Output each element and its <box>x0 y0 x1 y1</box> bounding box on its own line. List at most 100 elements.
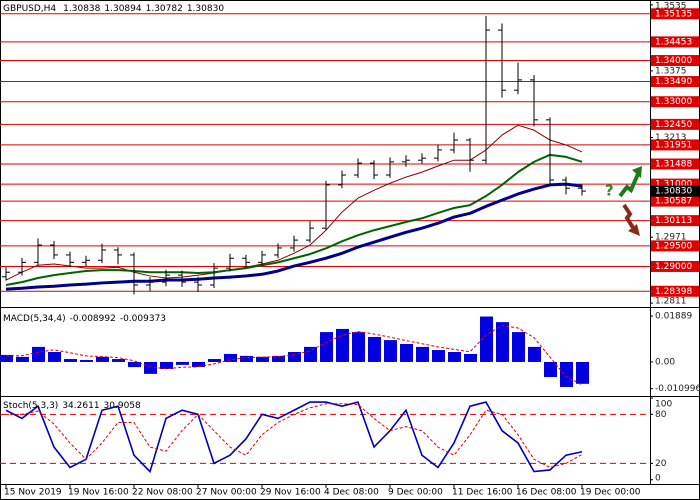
macd-bar <box>288 352 301 362</box>
x-tick-label: 27 Nov 00:00 <box>196 488 257 498</box>
macd-bar <box>464 353 477 362</box>
macd-bar <box>96 356 109 362</box>
chart-header: GBPUSD,H4 1.30838 1.30894 1.30782 1.30830 <box>3 4 224 14</box>
macd-bar <box>176 361 189 365</box>
macd-bar <box>320 332 333 362</box>
x-tick-label: 4 Dec 08:00 <box>324 488 379 498</box>
level-label: 1.29000 <box>655 262 692 272</box>
level-label-bg <box>651 55 699 67</box>
macd-bar <box>352 332 365 362</box>
level-label: 1.30113 <box>655 216 692 226</box>
macd-bar <box>144 361 157 374</box>
level-label-bg <box>651 76 699 88</box>
moving-average <box>5 182 583 291</box>
y-tick-label: 0.01889 <box>655 312 692 322</box>
moving-average <box>5 153 583 286</box>
level-label-bg <box>651 36 699 48</box>
macd-bar <box>192 361 205 368</box>
y-tick-label: 20 <box>655 459 667 469</box>
macd-bar <box>576 361 589 384</box>
level-label-bg <box>651 195 699 207</box>
macd-bar <box>480 316 493 362</box>
last-price-label: 1.30830 <box>655 187 692 197</box>
macd-bar <box>272 355 285 362</box>
macd-bar <box>304 346 317 362</box>
macd-bar <box>48 352 61 362</box>
macd-bar <box>0 354 13 362</box>
level-label-bg <box>651 158 699 170</box>
macd-bar <box>160 361 173 370</box>
macd-bar <box>544 361 557 378</box>
macd-bar <box>512 332 525 362</box>
indicator-name: Stoch(5,3,3) <box>3 401 58 411</box>
x-tick-label: 15 Nov 2019 <box>4 488 62 498</box>
macd-bar <box>432 350 445 362</box>
y-tick-label: 100 <box>655 400 672 410</box>
level-label: 1.30587 <box>655 197 692 207</box>
macd-bar <box>208 359 221 362</box>
level-label-bg <box>651 285 699 297</box>
level-label: 1.31000 <box>655 180 692 190</box>
level-label: 1.31951 <box>655 140 692 150</box>
y-tick-label: 0 <box>655 474 661 484</box>
macd-bar <box>80 360 93 362</box>
level-label: 1.31488 <box>655 159 692 169</box>
x-tick-label: 29 Nov 16:00 <box>260 488 321 498</box>
macd-bar <box>16 356 29 362</box>
signal-value: 30.9058 <box>104 401 141 411</box>
level-label: 1.34453 <box>655 37 692 47</box>
header-high: 1.30894 <box>104 4 141 14</box>
y-tick-label: 1.3535 <box>655 2 687 12</box>
x-tick-label: 19 Nov 16:00 <box>68 488 129 498</box>
x-tick-label: 22 Nov 08:00 <box>132 488 193 498</box>
macd-bar <box>560 361 573 387</box>
macd-bar <box>128 361 141 368</box>
level-label: 1.34000 <box>655 56 692 66</box>
y-tick-label: 1.3213 <box>655 133 687 143</box>
y-tick-label: 1.2811 <box>655 297 687 307</box>
last-price-bg <box>651 185 699 197</box>
level-label: 1.32450 <box>655 120 692 130</box>
macd-bar <box>400 343 413 362</box>
x-tick-label: 9 Dec 00:00 <box>388 488 443 498</box>
level-label-bg <box>651 178 699 190</box>
level-label: 1.33490 <box>655 77 692 87</box>
level-label: 1.35135 <box>655 9 692 19</box>
header-low: 1.30782 <box>146 4 183 14</box>
question-mark: ? <box>605 182 614 200</box>
arrow-up <box>618 173 640 198</box>
arrow-up-head <box>632 166 642 178</box>
stoch-line <box>5 401 583 474</box>
level-label-bg <box>651 215 699 227</box>
y-tick-label: 80 <box>655 410 667 420</box>
header-close: 1.30830 <box>187 4 224 14</box>
level-label-bg <box>651 118 699 130</box>
macd-bar <box>240 355 253 362</box>
macd-bar <box>112 359 125 362</box>
symbol: GBPUSD,H4 <box>3 4 56 14</box>
forecast-arrows: ? <box>605 166 642 236</box>
y-tick-label: 0.00 <box>655 357 675 367</box>
x-tick-label: 11 Dec 16:00 <box>452 488 513 498</box>
stoch-line <box>6 403 583 469</box>
macd-bar <box>384 340 397 362</box>
level-label-bg <box>651 240 699 252</box>
level-label-bg <box>651 139 699 151</box>
macd-bar <box>368 336 381 362</box>
header-open: 1.30838 <box>63 4 100 14</box>
signal-line <box>5 324 583 386</box>
macd-bar <box>448 352 461 362</box>
level-label: 1.33000 <box>655 97 692 107</box>
y-tick-label: -0.010996 <box>655 384 700 394</box>
main-value: 34.2611 <box>62 401 99 411</box>
x-tick-label: 16 Dec 08:00 <box>516 488 577 498</box>
arrow-down-head <box>628 224 640 236</box>
level-label-bg <box>651 8 699 20</box>
level-label: 1.29500 <box>655 241 692 251</box>
x-tick-label: 19 Dec 00:00 <box>580 488 641 498</box>
arrow-down <box>622 203 637 233</box>
y-tick-label: 1.2971 <box>655 233 687 243</box>
signal-value: -0.009373 <box>120 314 166 324</box>
macd-bar <box>416 346 429 362</box>
